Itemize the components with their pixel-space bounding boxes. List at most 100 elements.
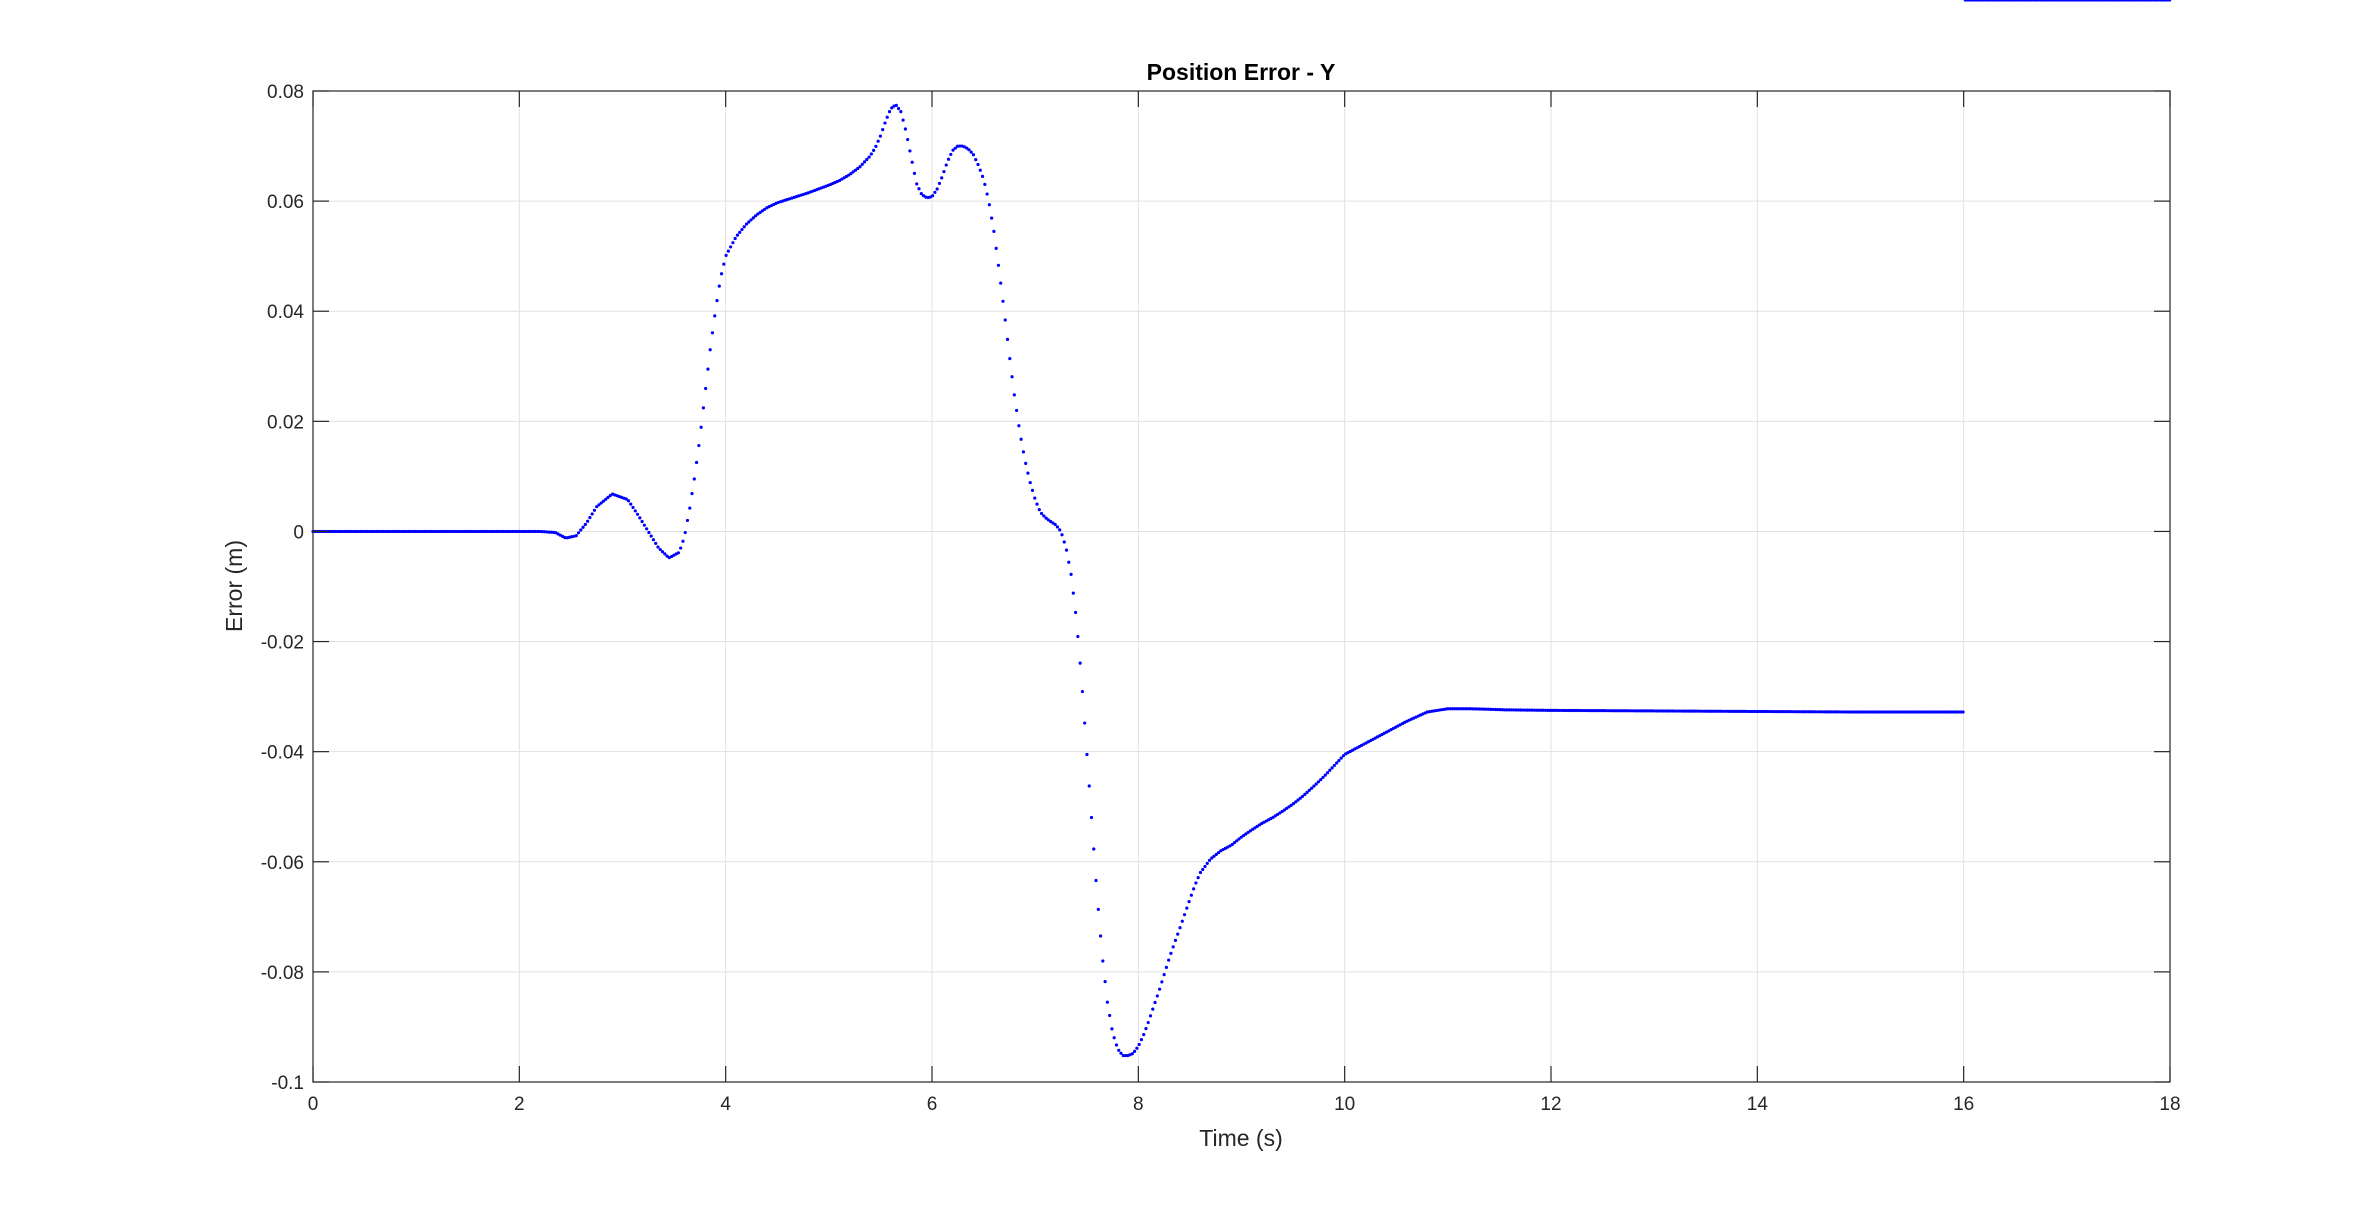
data-point xyxy=(1961,710,1965,714)
data-point xyxy=(1305,790,1309,794)
data-point xyxy=(1802,710,1806,714)
data-point xyxy=(1602,709,1607,713)
data-point xyxy=(1525,708,1529,712)
data-point xyxy=(701,406,705,410)
data-point xyxy=(1085,752,1089,757)
data-point xyxy=(1310,786,1314,790)
data-point xyxy=(384,529,388,534)
data-point xyxy=(976,162,980,167)
data-point xyxy=(1303,792,1307,797)
data-point xyxy=(1151,1007,1155,1011)
data-point xyxy=(331,529,336,534)
data-point xyxy=(1643,709,1647,713)
data-point xyxy=(1464,707,1468,711)
data-point xyxy=(869,152,873,156)
data-point xyxy=(994,246,998,250)
data-point xyxy=(359,529,363,534)
data-point xyxy=(642,523,646,527)
data-point xyxy=(1328,768,1332,772)
data-point xyxy=(1841,710,1845,714)
data-point xyxy=(1550,708,1554,712)
data-point xyxy=(606,495,610,499)
data-point xyxy=(1561,708,1566,713)
data-point xyxy=(733,236,737,241)
data-point xyxy=(365,529,370,534)
data-point xyxy=(445,529,449,534)
data-point xyxy=(1804,710,1809,714)
data-point xyxy=(992,229,996,233)
data-point xyxy=(1650,709,1654,713)
data-point xyxy=(1941,710,1945,714)
data-point xyxy=(1931,710,1936,714)
data-point xyxy=(1230,842,1234,847)
data-point xyxy=(985,192,989,196)
data-point xyxy=(1571,708,1575,713)
data-point xyxy=(951,148,955,152)
data-point xyxy=(1859,710,1863,714)
data-point xyxy=(1568,708,1572,713)
data-point xyxy=(1103,979,1107,984)
data-point xyxy=(1133,1049,1137,1053)
data-point xyxy=(629,502,633,506)
data-point xyxy=(1925,710,1929,714)
data-point xyxy=(1248,829,1252,833)
data-point xyxy=(477,529,481,534)
data-point xyxy=(343,529,347,534)
data-point xyxy=(1119,1051,1123,1055)
data-point xyxy=(1144,1027,1148,1031)
data-point xyxy=(908,149,912,153)
data-point xyxy=(729,245,733,249)
data-point xyxy=(1042,514,1046,518)
data-point xyxy=(1609,709,1613,713)
data-point xyxy=(1114,1043,1119,1047)
data-point xyxy=(719,272,724,276)
data-point xyxy=(1235,839,1239,843)
data-point xyxy=(1487,707,1491,711)
data-point xyxy=(402,529,406,534)
data-point xyxy=(1015,408,1019,413)
data-point xyxy=(710,331,715,335)
data-point xyxy=(742,225,746,229)
data-point xyxy=(1153,1000,1157,1005)
data-point xyxy=(656,545,660,549)
data-point xyxy=(996,263,1001,267)
data-point xyxy=(1516,708,1520,712)
data-point xyxy=(881,128,885,132)
data-point xyxy=(1589,708,1593,713)
data-point xyxy=(1276,812,1280,817)
data-point xyxy=(1682,709,1686,713)
data-point xyxy=(1750,709,1754,714)
data-point xyxy=(953,146,957,150)
data-point xyxy=(329,529,333,534)
data-point xyxy=(1680,709,1684,713)
data-point xyxy=(1319,778,1323,782)
data-point xyxy=(1920,710,1924,714)
data-point xyxy=(409,529,413,534)
data-point xyxy=(1044,516,1048,520)
data-point xyxy=(1500,708,1504,712)
data-point xyxy=(640,519,644,524)
data-point xyxy=(1777,709,1781,714)
data-point xyxy=(860,162,864,166)
data-point xyxy=(1157,987,1162,991)
data-point xyxy=(1312,784,1316,788)
data-point xyxy=(1164,965,1168,969)
data-point xyxy=(470,529,474,534)
data-point xyxy=(1782,710,1786,714)
data-point xyxy=(452,529,456,534)
data-point xyxy=(1457,707,1461,711)
data-point xyxy=(536,529,540,534)
data-point xyxy=(1636,709,1641,713)
data-point xyxy=(1232,841,1237,845)
data-point xyxy=(1816,710,1820,714)
data-point xyxy=(1877,710,1881,714)
data-point xyxy=(465,529,469,534)
data-point xyxy=(336,529,340,534)
data-point xyxy=(1214,852,1218,857)
data-point xyxy=(1577,708,1582,713)
data-point xyxy=(1337,758,1341,763)
data-point xyxy=(1596,709,1600,713)
data-point xyxy=(1736,709,1740,713)
data-point xyxy=(443,529,447,534)
data-point xyxy=(545,530,549,534)
